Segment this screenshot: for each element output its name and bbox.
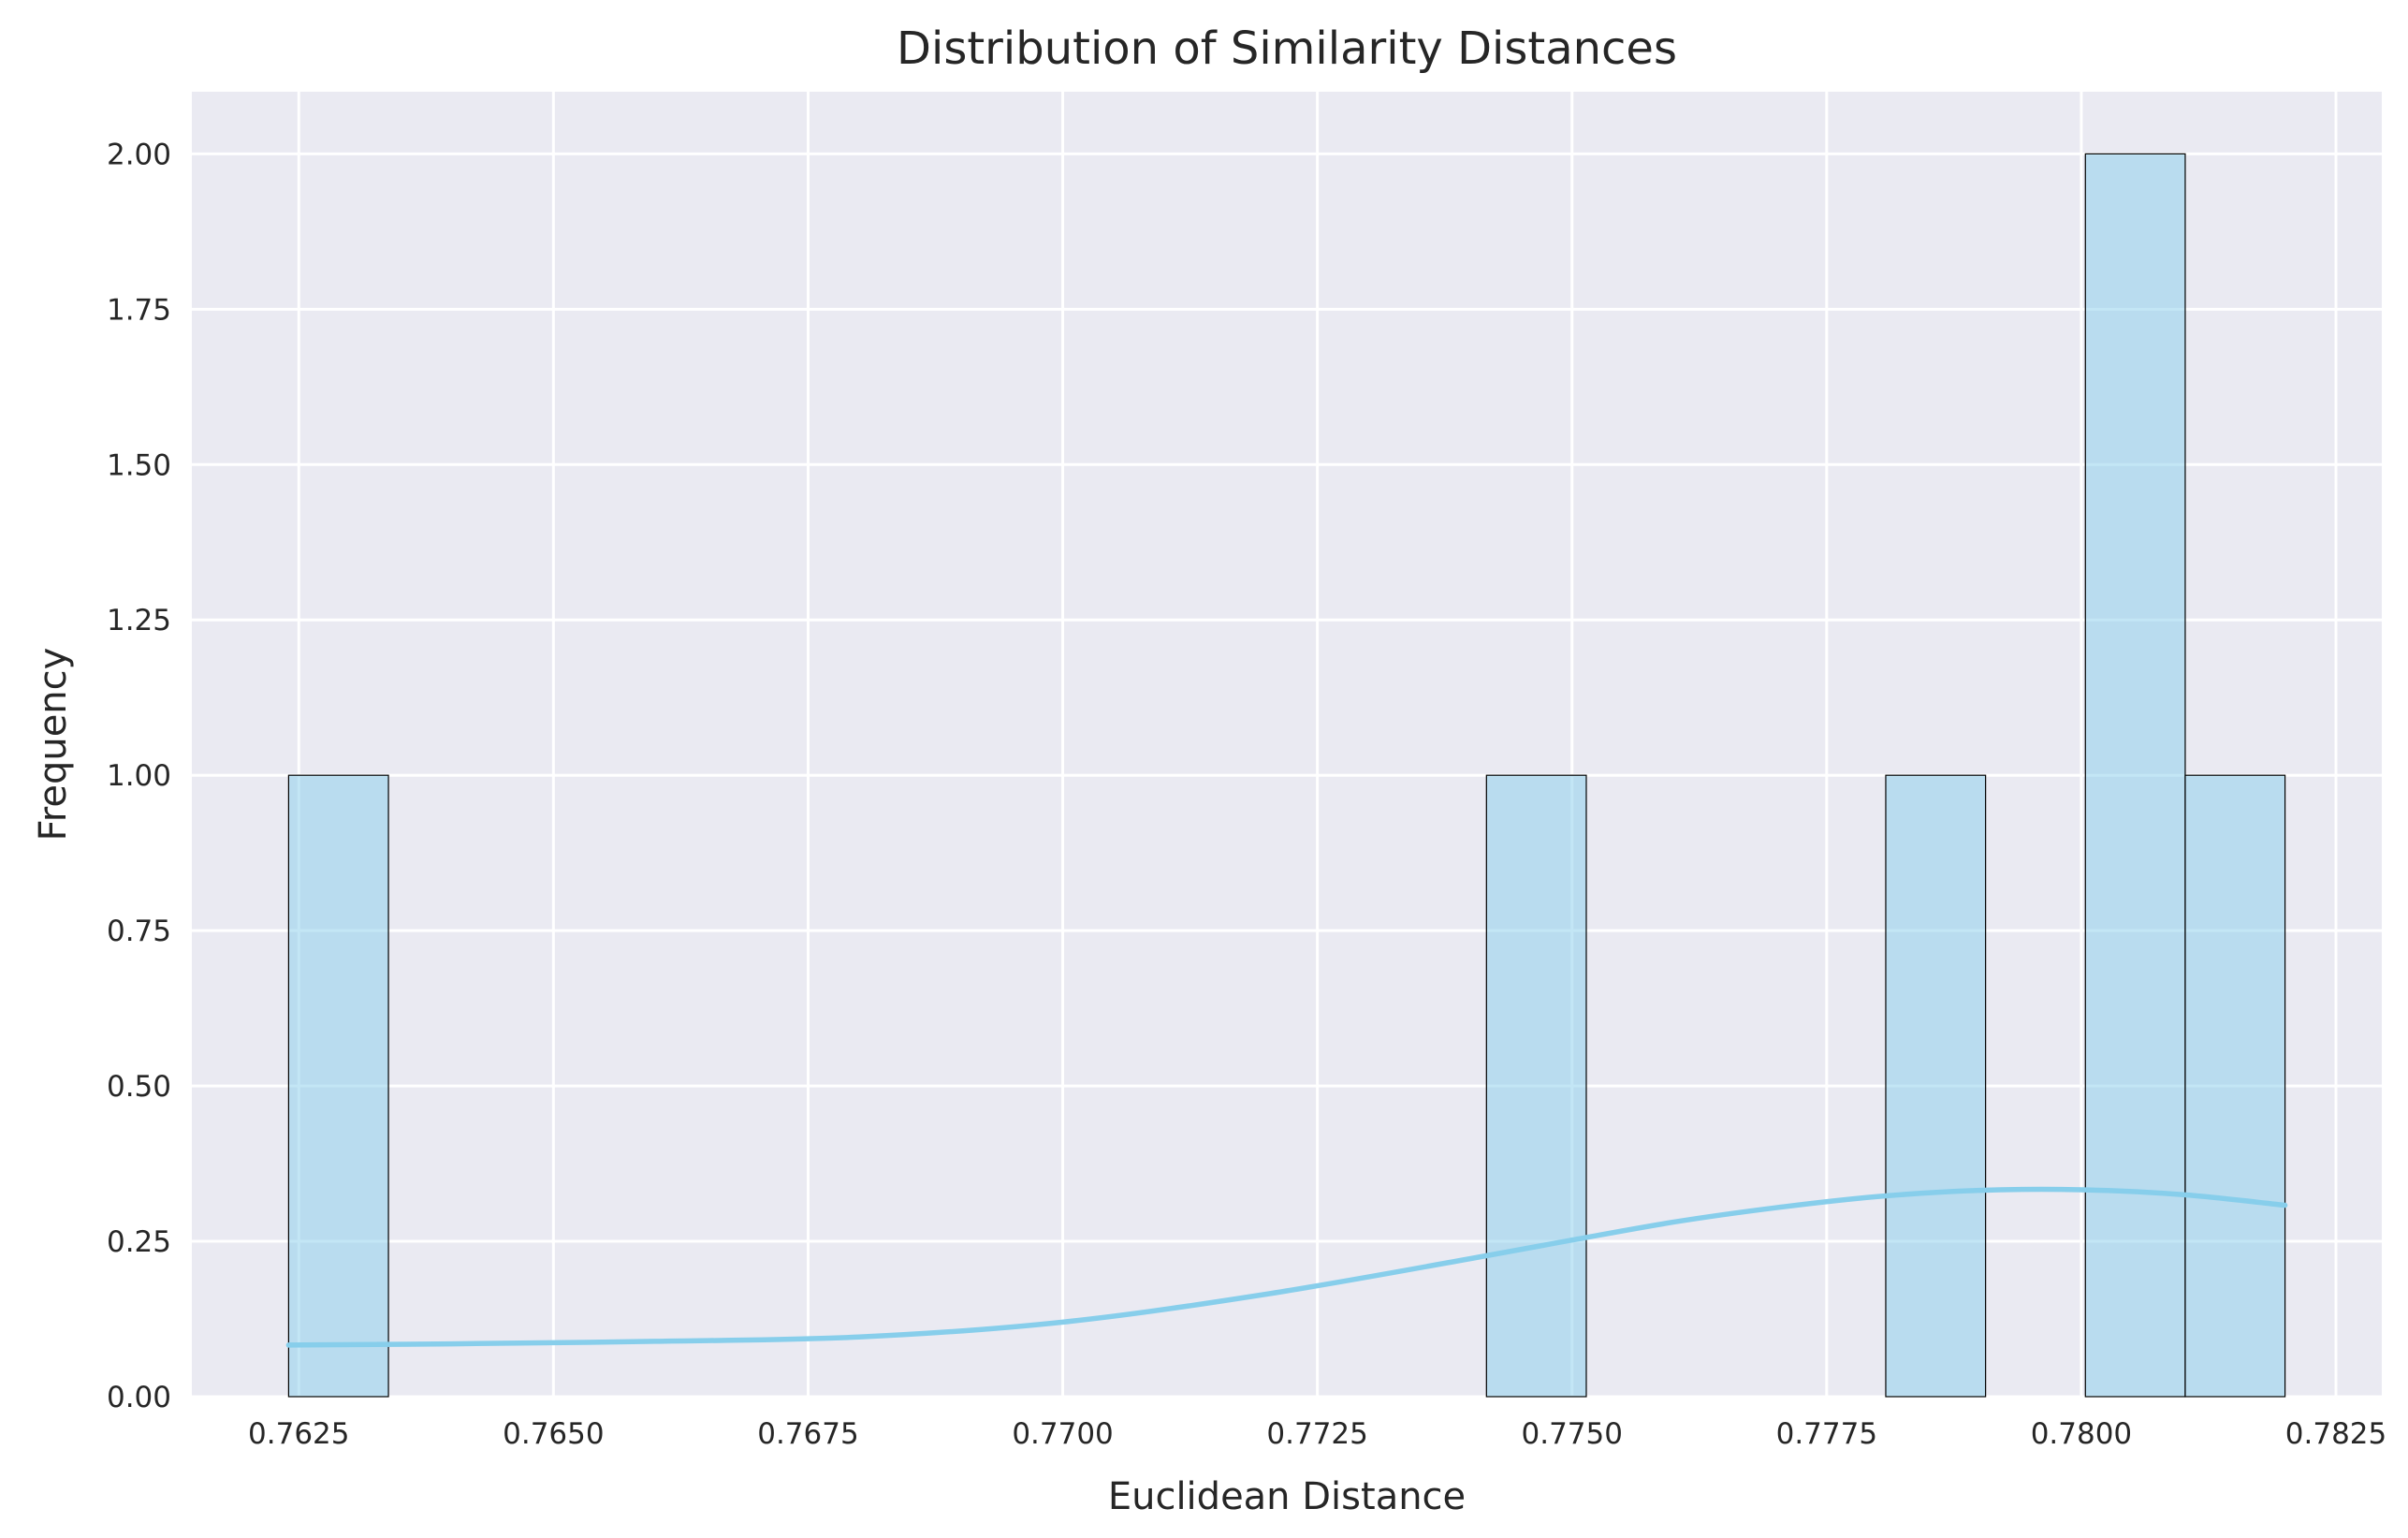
- x-tick-label: 0.7625: [248, 1417, 349, 1451]
- x-axis-label: Euclidean Distance: [1108, 1475, 1466, 1518]
- x-tick-label: 0.7775: [1776, 1417, 1877, 1451]
- kde-curve-group: [285, 1186, 2288, 1348]
- x-tick-label: 0.7825: [2285, 1417, 2386, 1451]
- y-tick-label: 1.75: [107, 293, 171, 327]
- histogram-bar: [2084, 153, 2186, 1398]
- histogram-bar: [287, 774, 389, 1398]
- y-tick-label: 0.25: [107, 1225, 171, 1259]
- x-tick-labels: 0.7625 0.7650 0.7675 0.7700 0.7725 0.7750 0.77…: [248, 1417, 2386, 1451]
- x-tick-label: 0.7650: [503, 1417, 604, 1451]
- x-tick-label: 0.7675: [757, 1417, 858, 1451]
- y-tick-label: 0.75: [107, 915, 171, 948]
- x-tick-label: 0.7750: [1522, 1417, 1623, 1451]
- x-tick-label: 0.7700: [1012, 1417, 1113, 1451]
- x-tick-label: 0.7800: [2031, 1417, 2132, 1451]
- histogram-bar: [1485, 774, 1587, 1398]
- y-tick-label: 1.25: [107, 604, 171, 637]
- y-tick-label: 2.00: [107, 138, 171, 171]
- chart-title: Distribution of Similarity Distances: [897, 22, 1677, 75]
- grid-lines: [192, 92, 2382, 1399]
- plot-area: [192, 92, 2382, 1397]
- kde-line: [285, 1186, 2288, 1348]
- y-tick-label: 1.50: [107, 448, 171, 482]
- histogram-bar: [2184, 774, 2286, 1398]
- y-tick-label: 0.50: [107, 1070, 171, 1104]
- histogram-bars: [287, 153, 2286, 1398]
- x-tick-label: 0.7725: [1266, 1417, 1367, 1451]
- histogram-bar: [1885, 774, 1987, 1398]
- y-axis-label: Frequency: [32, 648, 75, 842]
- y-tick-label: 0.00: [107, 1381, 171, 1414]
- y-tick-label: 1.00: [107, 759, 171, 793]
- y-tick-labels: 0.00 0.25 0.50 0.75 1.00 1.25 1.50 1.75 2.00: [107, 138, 171, 1414]
